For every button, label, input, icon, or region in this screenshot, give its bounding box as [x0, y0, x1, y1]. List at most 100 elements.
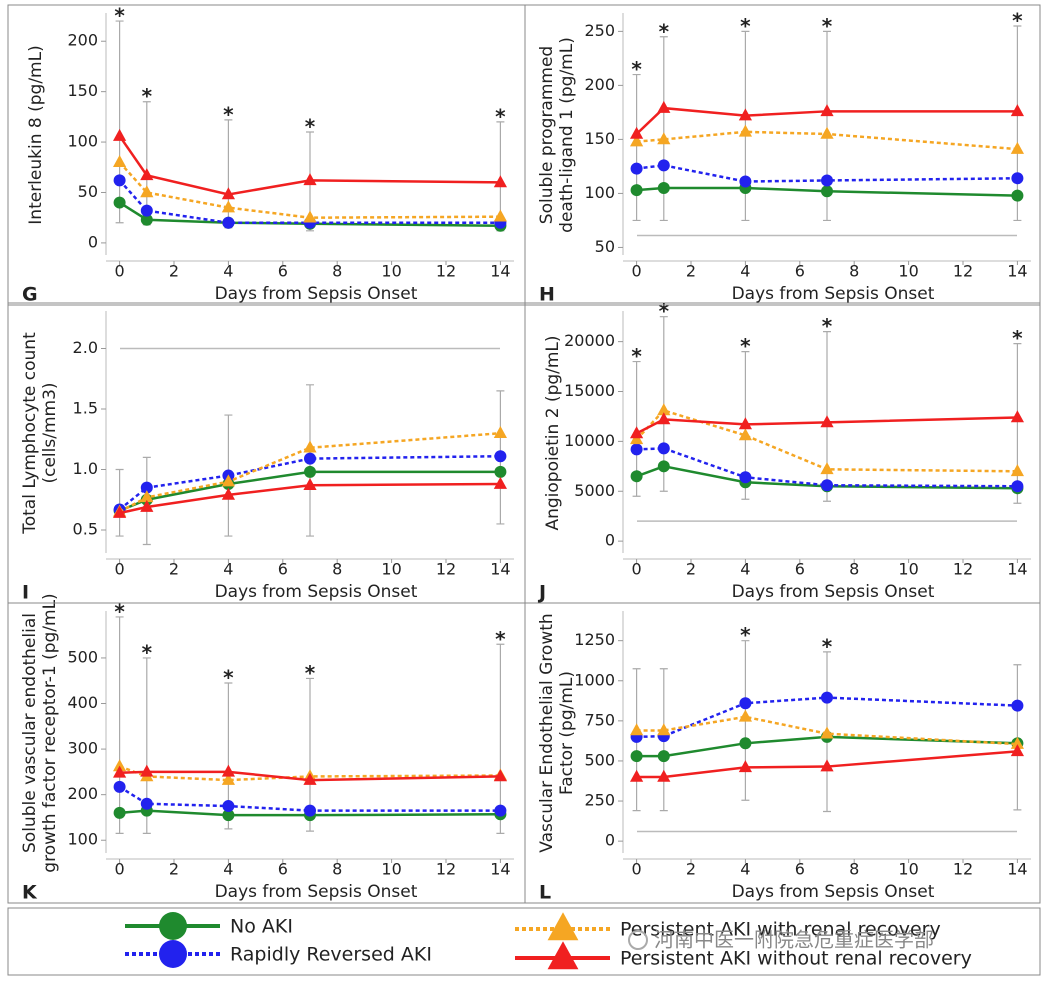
y-tick-label: 250	[584, 791, 615, 810]
panel-letter: I	[22, 582, 29, 604]
marker	[140, 797, 153, 810]
panel: 0.5 1.0 1.5 2.0 0 2 4 6 8 10 12 14 Days from Sepsis …	[7, 302, 526, 604]
marker	[657, 182, 670, 195]
panel-letter: K	[22, 882, 38, 904]
marker	[739, 697, 752, 710]
marker	[1011, 172, 1024, 185]
marker	[738, 124, 752, 137]
marker	[494, 450, 507, 463]
x-tick-label: 6	[278, 860, 288, 879]
x-tick-label: 4	[223, 560, 233, 579]
y-tick-label: 200	[584, 75, 615, 94]
marker	[820, 759, 834, 772]
significance-star: *	[142, 84, 153, 108]
x-axis-title: Days from Sepsis Onset	[215, 882, 418, 902]
x-tick-label: 10	[898, 860, 918, 879]
x-axis-title: Days from Sepsis Onset	[732, 284, 935, 304]
x-axis-title: Days from Sepsis Onset	[732, 582, 935, 602]
x-tick-label: 10	[381, 860, 401, 879]
significance-star: *	[740, 14, 751, 38]
series-line	[119, 765, 501, 782]
x-tick-label: 12	[953, 860, 973, 879]
marker	[222, 809, 235, 822]
error-bar	[1013, 343, 1022, 504]
x-tick-label: 12	[953, 560, 973, 579]
y-axis-title: Angiopoietin 2 (pg/mL)	[543, 335, 563, 530]
watermark: 河南中医一附院急危重症医学部	[628, 928, 934, 952]
y-tick-label: 20000	[564, 331, 615, 350]
x-tick-label: 0	[115, 262, 125, 281]
x-tick-label: 2	[169, 860, 179, 879]
y-tick-label: 5000	[574, 481, 615, 500]
marker	[113, 806, 126, 819]
marker	[304, 452, 316, 465]
x-tick-label: 2	[169, 262, 179, 281]
significance-star: *	[305, 114, 316, 138]
marker	[303, 478, 317, 491]
x-tick-label: 14	[490, 860, 510, 879]
marker	[140, 499, 154, 512]
y-tick-label: 1.0	[73, 459, 98, 478]
y-tick-label: 10000	[564, 431, 615, 450]
y-axis-title: Vascular Endothelial Growth	[537, 613, 557, 852]
watermark-icon	[628, 930, 648, 950]
series-line	[118, 161, 501, 219]
y-tick-label: 1000	[574, 670, 615, 689]
marker	[303, 173, 317, 186]
marker	[222, 216, 235, 229]
legend-label: Rapidly Reversed AKI	[230, 944, 432, 966]
series-line	[636, 130, 1018, 151]
marker	[1011, 189, 1024, 202]
significance-star: *	[631, 344, 642, 368]
marker	[657, 159, 670, 172]
significance-star: *	[631, 57, 642, 81]
x-tick-label: 8	[332, 860, 342, 879]
y-tick-label: 150	[584, 129, 615, 148]
marker	[820, 104, 834, 117]
y-tick-label: 500	[67, 647, 98, 666]
panel-letter: G	[22, 284, 38, 306]
marker	[630, 769, 644, 782]
x-tick-label: 12	[953, 262, 973, 281]
y-tick-label: 500	[584, 750, 615, 769]
panel-border	[7, 4, 526, 306]
panel-letter: L	[539, 882, 551, 904]
significance-star: *	[114, 599, 125, 623]
panel: 0 50 100 150 200 0 2 4 6 8 10 12 14 Days from Sepsis …	[7, 4, 526, 306]
error-bar	[115, 468, 124, 537]
marker	[630, 126, 644, 139]
marker	[140, 764, 154, 777]
error-bar	[1013, 25, 1022, 222]
panel: 100 200 300 400 500 0 2 4 6 8 10 12 14 Days from Seps…	[7, 593, 526, 904]
marker	[657, 750, 670, 763]
x-tick-label: 10	[381, 262, 401, 281]
marker	[630, 184, 643, 197]
x-tick-label: 14	[490, 560, 510, 579]
x-tick-label: 8	[332, 262, 342, 281]
x-tick-label: 4	[740, 262, 750, 281]
significance-star: *	[495, 627, 506, 651]
marker	[140, 213, 153, 226]
significance-star: *	[740, 334, 751, 358]
marker	[738, 417, 752, 430]
marker	[221, 187, 235, 200]
marker	[494, 465, 507, 478]
marker	[113, 196, 126, 209]
marker	[1010, 141, 1024, 154]
marker	[630, 443, 643, 456]
marker	[159, 940, 187, 968]
marker	[630, 134, 644, 147]
x-tick-label: 0	[115, 560, 125, 579]
x-tick-label: 6	[795, 560, 805, 579]
marker	[630, 750, 643, 763]
x-axis-title: Days from Sepsis Onset	[215, 284, 418, 304]
marker	[657, 412, 671, 425]
marker	[113, 155, 127, 168]
marker	[657, 403, 671, 416]
x-tick-label: 14	[1007, 262, 1027, 281]
marker	[630, 426, 644, 439]
marker	[821, 185, 833, 198]
x-tick-label: 2	[686, 560, 696, 579]
significance-star: *	[114, 4, 125, 28]
marker	[304, 465, 316, 478]
